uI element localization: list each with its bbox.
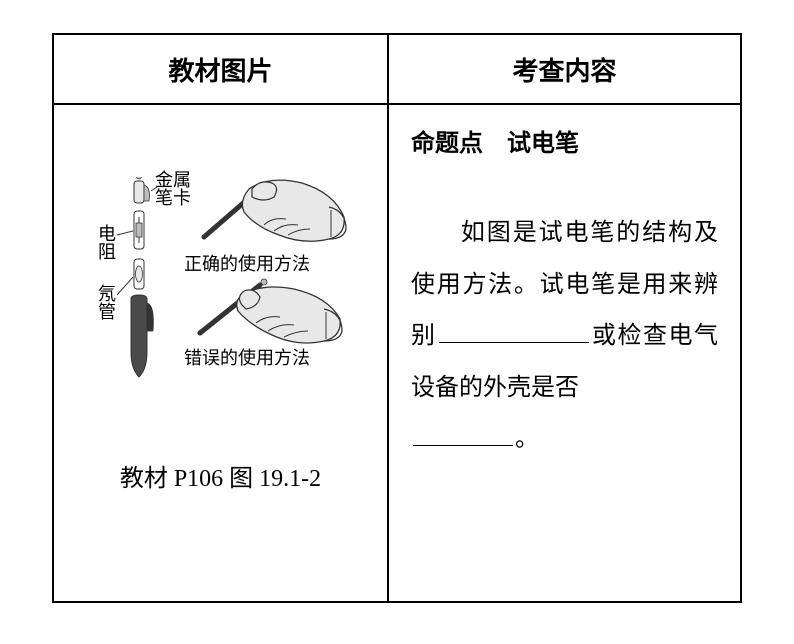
- label-correct-usage: 正确的使用方法: [184, 255, 310, 274]
- figure-caption: 教材 P106 图 19.1-2: [54, 458, 387, 493]
- diagram-svg: [109, 177, 354, 407]
- test-pen-diagram: 金属 笔卡 电 阻 氖 管 正确的使用方法 错误的使用方法: [109, 177, 354, 407]
- label-wrong-usage: 错误的使用方法: [184, 349, 310, 368]
- question-paragraph: 如图是试电笔的结构及使用方法。试电笔是用来辨别或检查电气设备的外壳是否。: [411, 208, 718, 466]
- label-resistor-2: 阻: [97, 243, 117, 262]
- topic-name: 试电笔: [507, 131, 579, 157]
- table-frame: 教材图片 考查内容 金属 笔卡 电 阻 氖 管 正确的使用方法 错误的使用方法: [52, 33, 742, 603]
- para-end: 。: [515, 426, 539, 452]
- fill-blank-1[interactable]: [439, 319, 589, 343]
- table-body-row: 金属 笔卡 电 阻 氖 管 正确的使用方法 错误的使用方法: [54, 105, 740, 603]
- label-metal-clip-line2: 笔卡: [155, 189, 191, 208]
- topic-line: 命题点试电笔: [411, 123, 718, 158]
- fill-blank-2[interactable]: [413, 422, 513, 446]
- header-right: 考查内容: [389, 35, 740, 103]
- topic-prefix: 命题点: [411, 131, 483, 157]
- body-right-cell: 命题点试电笔 如图是试电笔的结构及使用方法。试电笔是用来辨别或检查电气设备的外壳…: [389, 105, 740, 603]
- body-left-cell: 金属 笔卡 电 阻 氖 管 正确的使用方法 错误的使用方法: [54, 105, 389, 603]
- header-left: 教材图片: [54, 35, 389, 103]
- label-neon-2: 管: [97, 303, 117, 322]
- table-header-row: 教材图片 考查内容: [54, 35, 740, 105]
